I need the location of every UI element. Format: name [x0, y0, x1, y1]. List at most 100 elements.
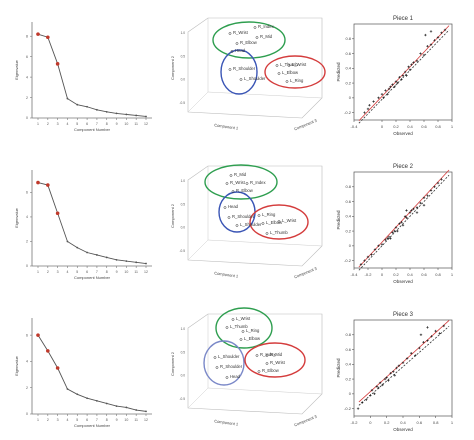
regression-x-tick-label: -0.4: [351, 272, 359, 277]
pca-point-label: L_Thumb: [230, 324, 248, 329]
scree-x-tick-label: 1: [37, 122, 39, 126]
regression-point: [393, 374, 397, 377]
regression-x-tick-label: 0.2: [393, 124, 399, 129]
regression-x-label: Observed: [393, 131, 413, 136]
pca-point: [285, 80, 289, 83]
pca-point: [277, 220, 281, 223]
scree-point: [46, 183, 50, 187]
scree-line: [37, 182, 147, 264]
scree-y-tick-label: 6: [26, 55, 28, 59]
pca-axis-label-component-1: Component 1: [214, 270, 239, 278]
pca-axis-label-component-2: Component 2: [170, 55, 175, 80]
regression-point: [393, 85, 396, 88]
regression-point: [419, 52, 422, 55]
regression-y-tick-label: 0.2: [345, 376, 351, 381]
scree-x-tick-label: 2: [47, 270, 49, 274]
pca-point: [215, 366, 219, 369]
regression-point: [401, 223, 405, 227]
regression-point: [430, 335, 433, 338]
regression-fit-line-dashed: [358, 29, 450, 124]
pca-point-label: R_Elbow: [236, 188, 254, 193]
scree-y-tick-label: 8: [26, 34, 28, 38]
pca-point-label: L_Thumb: [270, 230, 288, 235]
pca-point: [230, 50, 234, 53]
pca-point: [253, 26, 257, 29]
scree-point: [36, 333, 40, 337]
regression-y-tick-label: 0.8: [345, 36, 351, 41]
scree-x-tick-label: 5: [76, 122, 78, 126]
scree-point: [76, 246, 79, 249]
regression-point: [393, 229, 396, 233]
regression-point: [394, 80, 398, 83]
pca-point: [257, 370, 261, 373]
pca-point-label: L_Elbow: [266, 220, 283, 225]
regression-point: [387, 235, 391, 239]
regression-point: [372, 100, 375, 103]
regression-point: [414, 354, 417, 357]
pca-point: [228, 68, 232, 71]
regression-x-tick-label: 0.4: [407, 124, 413, 129]
regression-point: [436, 181, 440, 185]
scree-x-tick-label: 7: [96, 418, 98, 422]
scree-x-tick-label: 2: [47, 418, 49, 422]
pca-point: [229, 174, 233, 177]
scree-point: [96, 254, 98, 256]
pca-y-tick-label: 0.0: [181, 374, 186, 378]
scree-x-label: Component Number: [74, 275, 111, 280]
regression-point: [429, 189, 433, 192]
pca-point-label: R_Mid: [270, 352, 283, 357]
scree-point: [145, 262, 147, 265]
regression-point: [412, 61, 415, 64]
pca-point: [261, 222, 265, 225]
scree-point: [96, 399, 98, 402]
pca-point: [265, 354, 269, 357]
scree-x-label: Component Number: [74, 127, 111, 132]
scree-x-tick-label: 10: [124, 418, 128, 422]
regression-y-tick-label: 0: [349, 391, 352, 396]
pca-axis-label-component-2: Component 2: [170, 351, 175, 376]
scree-point: [76, 103, 79, 106]
pca-point: [255, 36, 259, 39]
regression-point: [419, 333, 423, 336]
regression-fit-line-dashed: [358, 325, 450, 406]
regression-fit-line-solid: [358, 320, 450, 403]
scree-y-label: Eigenvalue: [14, 207, 19, 228]
regression-point: [377, 244, 380, 248]
regression-point: [400, 78, 403, 81]
regression-x-tick-label: 0.6: [421, 124, 427, 129]
scree-point: [145, 115, 147, 118]
regression-x-label: Observed: [393, 279, 413, 284]
regression-point: [422, 204, 426, 207]
pca-point-label: L_Ring: [246, 328, 260, 333]
regression-point: [429, 43, 433, 46]
regression-point: [389, 85, 392, 88]
scree-x-tick-label: 9: [116, 270, 118, 274]
regression-y-tick-label: 0.6: [345, 347, 351, 352]
regression-point: [401, 361, 405, 365]
scree-point: [86, 105, 88, 108]
regression-frame: [353, 319, 453, 417]
regression-point: [433, 39, 436, 42]
pca-point: [227, 216, 231, 219]
pca-cluster-ellipse: [264, 55, 326, 89]
pca-y-tick-label: 0.5: [181, 350, 186, 354]
scree-y-tick-label: 0: [26, 412, 28, 416]
pca-point: [225, 376, 229, 379]
pca-point-label: R_Elbow: [262, 368, 280, 373]
regression-y-tick-label: 0.8: [345, 184, 351, 189]
regression-point: [366, 255, 370, 259]
pca-axis-label-component-2: Component 2: [170, 203, 175, 228]
scree-point: [105, 402, 108, 405]
regression-point: [426, 339, 429, 342]
regression-point: [389, 237, 392, 240]
regression-point: [369, 394, 372, 397]
scree-line: [37, 33, 147, 117]
regression-point: [422, 53, 426, 57]
regression-point: [385, 376, 388, 379]
pca-cluster-ellipse: [203, 340, 245, 386]
pca-point-label: Head: [230, 374, 241, 379]
regression-point: [415, 206, 419, 209]
